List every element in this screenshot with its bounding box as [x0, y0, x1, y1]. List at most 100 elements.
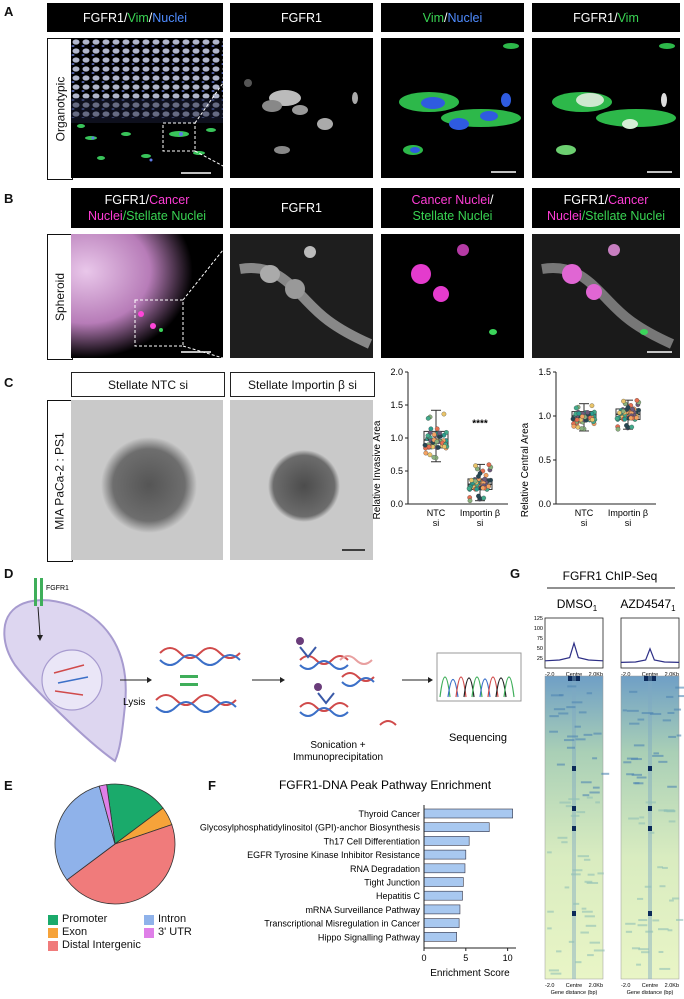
data-point [617, 410, 622, 416]
heatmap-signal [649, 712, 662, 715]
heatmap-signal [574, 725, 581, 728]
bar [423, 932, 457, 942]
spheroid-overview-image [71, 234, 223, 358]
data-point [576, 411, 582, 416]
organotypic-fgfr1-image [230, 38, 373, 178]
data-point [431, 454, 437, 460]
heatmap-signal [641, 951, 650, 954]
bar-category-label: Th17 Cell Differentiation [324, 836, 420, 846]
data-point [425, 416, 431, 421]
heatmap-signal [571, 701, 583, 704]
data-point [615, 426, 621, 432]
data-point [423, 450, 429, 456]
data-point [486, 462, 492, 468]
heatmap-signal [556, 950, 562, 953]
y-tick-label: 2.0 [390, 367, 403, 377]
category-label: Importin β [608, 508, 648, 518]
heatmap-peak-band [644, 676, 656, 681]
invasive-ylabel: Relative Invasive Area [372, 420, 383, 519]
heatmap-signal [657, 866, 663, 869]
legend-swatch [48, 927, 58, 938]
pie-slice-intron [54, 785, 116, 881]
bar-category-label: Tight Junction [364, 878, 420, 888]
panel-a-header-1: FGFR1/Vim / Nuclei [47, 3, 223, 32]
profile-axis-left: -2.0 [545, 672, 554, 678]
heatmap-signal [595, 801, 600, 804]
panel-a-header-2: FGFR1 [230, 3, 373, 32]
heatmap-signal [667, 711, 675, 714]
profile-y-tick: 100 [534, 626, 543, 632]
legend-item: Distal Intergenic [48, 939, 224, 952]
data-point [441, 411, 447, 417]
heatmap-signal [658, 950, 664, 953]
heatmap-signal [637, 924, 648, 927]
data-point [486, 484, 491, 489]
data-point [428, 426, 434, 432]
category-label-line2: si [433, 518, 440, 528]
heatmap-signal [653, 752, 659, 755]
heatmap-signal [629, 722, 640, 725]
heatmap-signal [547, 851, 552, 854]
panel-b-header-4: FGFR1/Cancer Nuclei/Stellate Nuclei [532, 188, 680, 228]
data-point [467, 498, 473, 504]
heatmap-signal [567, 685, 577, 688]
legend-label: Promoter [62, 913, 108, 925]
heatmap-signal [557, 836, 568, 839]
heatmap-signal [638, 919, 648, 922]
profile-axis-right: 2.0Kb [589, 672, 603, 678]
heatmap-signal [641, 712, 654, 715]
bar [423, 877, 464, 887]
heatmap-signal [678, 695, 684, 698]
heatmap-signal [586, 796, 593, 799]
data-point [476, 493, 481, 499]
heatmap-peak [648, 911, 652, 916]
bar-category-label: Glycosylphosphatidylinositol (GPI)-ancho… [200, 823, 421, 833]
data-point [575, 424, 581, 430]
heatmap-signal [580, 931, 589, 934]
data-point [589, 403, 595, 409]
legend-label: Exon [62, 926, 88, 938]
heatmap-signal [570, 814, 580, 817]
bar [423, 918, 460, 928]
data-point [573, 405, 579, 411]
heatmap-signal [649, 831, 655, 834]
heatmap-signal [625, 922, 636, 925]
bar-category-label: EGFR Tyrosine Kinase Inhibitor Resistanc… [247, 850, 420, 860]
data-point [621, 398, 626, 404]
sequencing-label: Sequencing [449, 732, 507, 744]
heatmap-signal [558, 712, 569, 715]
data-point [634, 398, 640, 403]
heatmap-signal [577, 855, 590, 858]
fgfr1-receptor-label: FGFR1 [46, 585, 69, 592]
heatmap-signal [583, 858, 591, 861]
y-tick-label: 1.0 [538, 411, 551, 421]
heatmap-signal [550, 694, 563, 697]
heatmap-signal [565, 805, 573, 808]
legend-label: 3' UTR [158, 926, 192, 938]
data-point [473, 463, 478, 469]
panel-b-header-2: FGFR1 [230, 188, 373, 228]
heatmap-signal [581, 910, 593, 913]
heatmap-signal [672, 897, 680, 900]
heatmap-peak [572, 911, 576, 916]
profile-y-tick: 50 [537, 646, 543, 652]
heatmap-signal [637, 718, 645, 721]
sonication-label-2: Immunoprecipitation [293, 752, 383, 763]
panel-label-d: D [4, 566, 14, 581]
bar-category-label: Hippo Signalling Pathway [318, 932, 421, 942]
heatmap-signal [638, 822, 646, 825]
y-tick-label: 0.5 [538, 455, 551, 465]
heatmap-axis-right: 2.0Kb [665, 983, 679, 989]
heatmap-signal [583, 733, 593, 736]
azd-label: AZD45471 [620, 597, 676, 613]
bar-chart-title: FGFR1-DNA Peak Pathway Enrichment [279, 778, 492, 792]
heatmap-signal [597, 872, 604, 875]
organotypic-fgfr1-vim-image [532, 38, 680, 178]
category-label-line2: si [581, 518, 588, 528]
heatmap-signal [589, 791, 600, 794]
data-point [628, 415, 634, 421]
heatmap-signal [645, 801, 656, 804]
heatmap-axis-right: 2.0Kb [589, 983, 603, 989]
category-label: NTC [575, 508, 594, 518]
heatmap-peak [648, 766, 652, 771]
